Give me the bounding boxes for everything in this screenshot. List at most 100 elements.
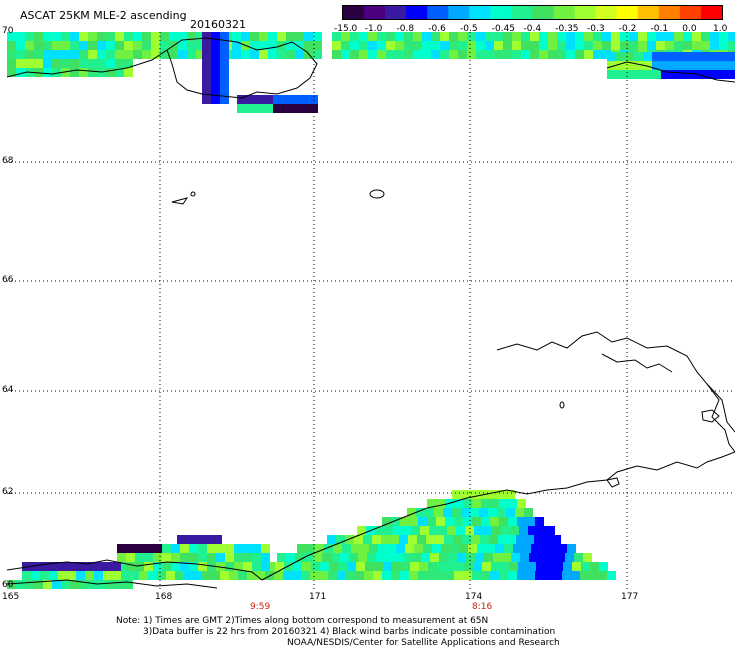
- wind-cell: [250, 50, 259, 59]
- wind-cell: [58, 562, 67, 571]
- wind-cell: [336, 535, 345, 544]
- wind-cell: [368, 41, 377, 50]
- wind-cell: [261, 553, 270, 562]
- wind-cell: [535, 571, 544, 580]
- wind-cell: [166, 571, 175, 580]
- wind-cell: [243, 544, 252, 553]
- wind-cell: [202, 571, 211, 580]
- wind-cell: [517, 499, 526, 508]
- wind-cell: [58, 571, 67, 580]
- wind-cell: [495, 544, 504, 553]
- wind-cell: [404, 41, 413, 50]
- wind-cell: [423, 544, 432, 553]
- wind-cell: [530, 41, 539, 50]
- wind-cell: [665, 32, 674, 41]
- wind-cell: [724, 61, 733, 70]
- wind-cell: [616, 52, 625, 61]
- wind-cell: [354, 535, 363, 544]
- wind-cell: [391, 571, 400, 580]
- wind-cell: [144, 553, 153, 562]
- wind-cell: [324, 544, 333, 553]
- wind-cell: [171, 553, 180, 562]
- wind-cell: [485, 32, 494, 41]
- wind-cell: [674, 41, 683, 50]
- wind-cell: [629, 41, 638, 50]
- wind-cell: [79, 68, 88, 77]
- wind-cell: [733, 61, 735, 70]
- wind-data-swaths: [7, 32, 735, 589]
- wind-cell: [320, 562, 329, 571]
- colorbar-segment: [364, 6, 386, 19]
- wind-cell: [268, 50, 277, 59]
- wind-cell: [43, 59, 52, 68]
- wind-cell: [701, 32, 710, 41]
- island-small: [171, 197, 189, 205]
- wind-cell: [581, 562, 590, 571]
- wind-cell: [476, 41, 485, 50]
- wind-cell: [373, 571, 382, 580]
- wind-cell: [557, 50, 566, 59]
- wind-cell: [437, 562, 446, 571]
- wind-cell: [563, 562, 572, 571]
- wind-cell: [697, 52, 706, 61]
- wind-cell: [733, 52, 735, 61]
- wind-cell: [40, 571, 49, 580]
- island-small-2: [559, 401, 565, 409]
- wind-cell: [539, 50, 548, 59]
- pass-time-label: 8:16: [472, 602, 493, 612]
- map-panel: [7, 32, 735, 590]
- wind-cell: [94, 571, 103, 580]
- wind-cell: [405, 544, 414, 553]
- wind-cell: [486, 544, 495, 553]
- wind-cell: [665, 41, 674, 50]
- wind-cell: [443, 508, 452, 517]
- wind-cell: [198, 544, 207, 553]
- wind-cell: [688, 70, 697, 79]
- wind-cell: [106, 68, 115, 77]
- wind-cell: [49, 571, 58, 580]
- wind-cell: [313, 553, 322, 562]
- wind-cell: [652, 70, 661, 79]
- wind-cell: [454, 517, 463, 526]
- wind-cell: [115, 50, 124, 59]
- wind-cell: [656, 41, 665, 50]
- wind-cell: [67, 562, 76, 571]
- wind-cell: [566, 50, 575, 59]
- wind-cell: [526, 517, 535, 526]
- wind-cell: [512, 41, 521, 50]
- wind-cell: [697, 61, 706, 70]
- wind-cell: [715, 61, 724, 70]
- wind-cell: [243, 562, 252, 571]
- wind-cell: [537, 526, 546, 535]
- wind-cell: [310, 571, 319, 580]
- lon-label: 177: [621, 592, 639, 602]
- wind-cell: [52, 41, 61, 50]
- wind-cell: [472, 571, 481, 580]
- wind-cell: [349, 553, 358, 562]
- wind-cell: [483, 526, 492, 535]
- wind-cell: [402, 526, 411, 535]
- wind-cell: [70, 41, 79, 50]
- wind-cell: [432, 544, 441, 553]
- wind-cell: [193, 571, 202, 580]
- wind-cell: [148, 571, 157, 580]
- wind-cell: [408, 535, 417, 544]
- wind-cell: [521, 50, 530, 59]
- wind-cell: [440, 32, 449, 41]
- wind-cell: [446, 562, 455, 571]
- graticule: [7, 32, 735, 590]
- wind-cell: [202, 95, 211, 104]
- wind-cell: [322, 553, 331, 562]
- wind-cell: [85, 571, 94, 580]
- wind-cell: [34, 32, 43, 41]
- wind-cell: [393, 526, 402, 535]
- wind-cell: [115, 580, 124, 589]
- wind-cell: [534, 535, 543, 544]
- wind-cell: [647, 32, 656, 41]
- wind-cell: [548, 41, 557, 50]
- wind-cell: [121, 571, 130, 580]
- wind-cell: [548, 32, 557, 41]
- wind-cell: [480, 535, 489, 544]
- wind-cell: [220, 50, 229, 59]
- wind-cell: [229, 571, 238, 580]
